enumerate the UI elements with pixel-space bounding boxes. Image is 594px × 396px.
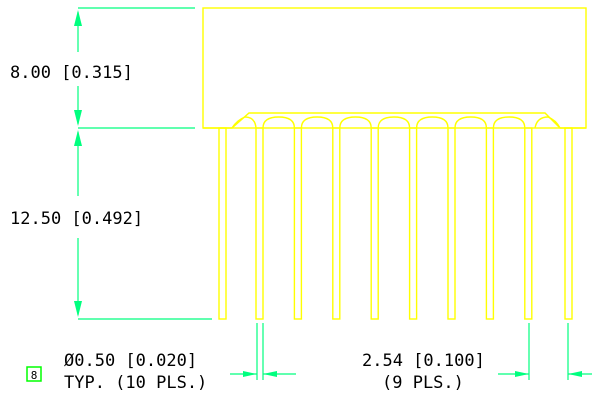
arrow-right-icon <box>243 371 257 377</box>
arrow-down-icon <box>74 110 82 126</box>
pin-gap-arch <box>492 116 526 129</box>
pin-5 <box>370 127 379 320</box>
arrow-up-icon <box>74 130 82 146</box>
pin-1 <box>218 127 227 320</box>
pin-length-label: 12.50 [0.492] <box>10 209 143 229</box>
pin-gap-arch <box>262 116 296 129</box>
pin-gap-arch <box>377 116 411 129</box>
pin-3 <box>293 127 303 320</box>
pin-gap-arch <box>300 116 334 129</box>
pin-2-shoulder <box>231 116 257 129</box>
pin-gap-arch <box>339 116 372 129</box>
pitch-note: (9 PLS.) <box>382 373 464 393</box>
pin-gap-arch <box>415 116 449 129</box>
arrow-right-icon <box>515 371 529 377</box>
component-outline <box>202 7 587 320</box>
pin-diameter-label: Ø0.50 [0.020] <box>64 351 197 371</box>
pin-9 <box>524 127 533 320</box>
pin-gap-arch <box>454 116 488 129</box>
pin-8 <box>485 127 495 320</box>
pitch-dimension: 2.54 [0.100] (9 PLS.) <box>362 323 592 393</box>
pin-7 <box>447 127 456 320</box>
pin-6 <box>408 127 418 320</box>
note-marker: 8 <box>26 366 42 382</box>
pin-2 <box>255 127 264 320</box>
inner-pins <box>255 116 533 320</box>
body-outline <box>202 7 587 129</box>
pin-length-dimension: 12.50 [0.492] <box>10 130 212 320</box>
body-height-dimension: 8.00 [0.315] <box>10 7 195 129</box>
pin-4 <box>332 127 341 320</box>
arrow-left-icon <box>263 371 277 377</box>
body-shoulder <box>203 112 586 129</box>
pin-9-shoulder <box>534 116 561 129</box>
pin-10 <box>564 127 573 320</box>
arrow-down-icon <box>74 301 82 317</box>
pin-diameter-note: TYP. (10 PLS.) <box>64 373 207 393</box>
note-marker-label: 8 <box>31 369 38 382</box>
note-marker-box <box>26 366 42 382</box>
pitch-label: 2.54 [0.100] <box>362 351 485 371</box>
arrow-up-icon <box>74 10 82 26</box>
arrow-left-icon <box>568 371 582 377</box>
body-height-label: 8.00 [0.315] <box>10 63 133 83</box>
pin-diameter-dimension: Ø0.50 [0.020] TYP. (10 PLS.) <box>64 323 296 393</box>
